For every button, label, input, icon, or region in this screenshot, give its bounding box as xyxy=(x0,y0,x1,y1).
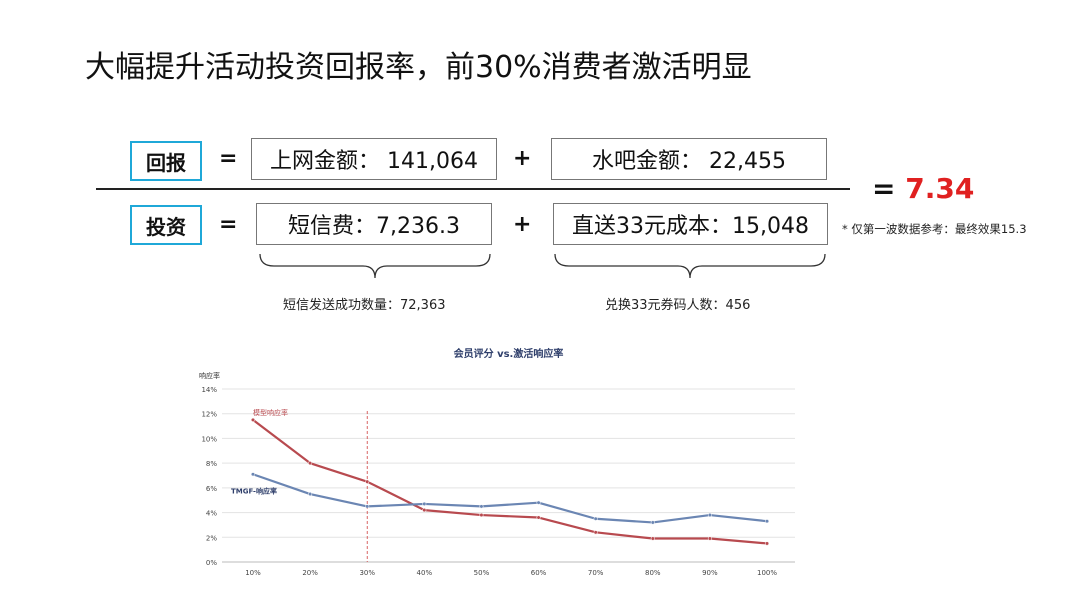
series-0-point xyxy=(707,536,712,541)
return-plus: + xyxy=(513,146,532,171)
result-value: 7.34 xyxy=(905,172,975,205)
caption-sms-count: 短信发送成功数量：72,363 xyxy=(283,298,446,313)
series-line-0 xyxy=(252,419,768,545)
return-equals: = xyxy=(219,146,238,171)
x-tick-label: 90% xyxy=(702,569,718,577)
invest-equals: = xyxy=(219,212,238,237)
series-0-point xyxy=(365,479,370,484)
page-title: 大幅提升活动投资回报率，前30%消费者激活明显 xyxy=(85,50,752,85)
return-term-bar: 水吧金额： 22,455 xyxy=(551,138,827,180)
invest-plus: + xyxy=(513,212,532,237)
y-axis-label: 响应率 xyxy=(199,371,220,380)
series-1-point xyxy=(593,516,598,521)
y-tick-label: 0% xyxy=(206,559,217,567)
x-tick-label: 50% xyxy=(474,569,490,577)
x-tick-label: 30% xyxy=(359,569,375,577)
series-0-point xyxy=(650,536,655,541)
series-0-point xyxy=(479,512,484,518)
return-label: 回报 xyxy=(130,141,202,181)
series-0-point xyxy=(593,530,598,535)
series-0-point xyxy=(308,461,313,466)
chart-title: 会员评分 vs.激活响应率 xyxy=(454,347,564,360)
caption-coupon-count: 兑换33元券码人数：456 xyxy=(605,298,751,313)
series-1-point xyxy=(764,519,770,524)
series-1-point xyxy=(250,472,256,477)
x-tick-label: 80% xyxy=(645,569,661,577)
y-tick-label: 10% xyxy=(201,435,217,443)
series-1-point xyxy=(308,491,313,497)
series-1-point xyxy=(707,512,712,518)
brace-left xyxy=(259,253,491,279)
series-0-point xyxy=(422,508,427,513)
y-tick-label: 2% xyxy=(206,534,217,542)
x-tick-label: 10% xyxy=(245,569,261,577)
result-equals: = xyxy=(872,172,896,205)
brace-right xyxy=(554,253,826,279)
series-0-point xyxy=(764,541,770,546)
invest-label: 投资 xyxy=(130,205,202,245)
y-tick-label: 14% xyxy=(201,386,217,394)
series-1-point xyxy=(479,504,484,509)
fraction-divider xyxy=(96,188,850,190)
result-note: * 仅第一波数据参考：最终效果15.3 xyxy=(842,222,1027,236)
series-0-point xyxy=(536,515,541,520)
x-tick-label: 40% xyxy=(417,569,433,577)
series-1-point xyxy=(365,504,370,509)
series-0-point xyxy=(250,417,256,422)
invest-term-coupon: 直送33元成本：15,048 xyxy=(553,203,828,245)
series-1-point xyxy=(422,501,427,506)
x-tick-label: 70% xyxy=(588,569,604,577)
y-tick-label: 12% xyxy=(201,411,217,419)
return-term-online: 上网金额： 141,064 xyxy=(251,138,497,180)
y-tick-label: 6% xyxy=(206,485,217,493)
x-tick-label: 100% xyxy=(757,569,777,577)
roi-result: = 7.34 xyxy=(872,172,974,205)
y-tick-label: 8% xyxy=(206,460,217,468)
x-tick-label: 60% xyxy=(531,569,547,577)
x-tick-label: 20% xyxy=(302,569,318,577)
series-label-1: TMGF-响应率 xyxy=(231,486,277,495)
series-1-point xyxy=(650,520,655,525)
series-1-point xyxy=(536,500,541,505)
y-tick-label: 4% xyxy=(206,510,217,518)
series-label-0: 模型响应率 xyxy=(253,408,288,417)
invest-term-sms: 短信费：7,236.3 xyxy=(256,203,492,245)
series-line-1 xyxy=(252,473,768,524)
